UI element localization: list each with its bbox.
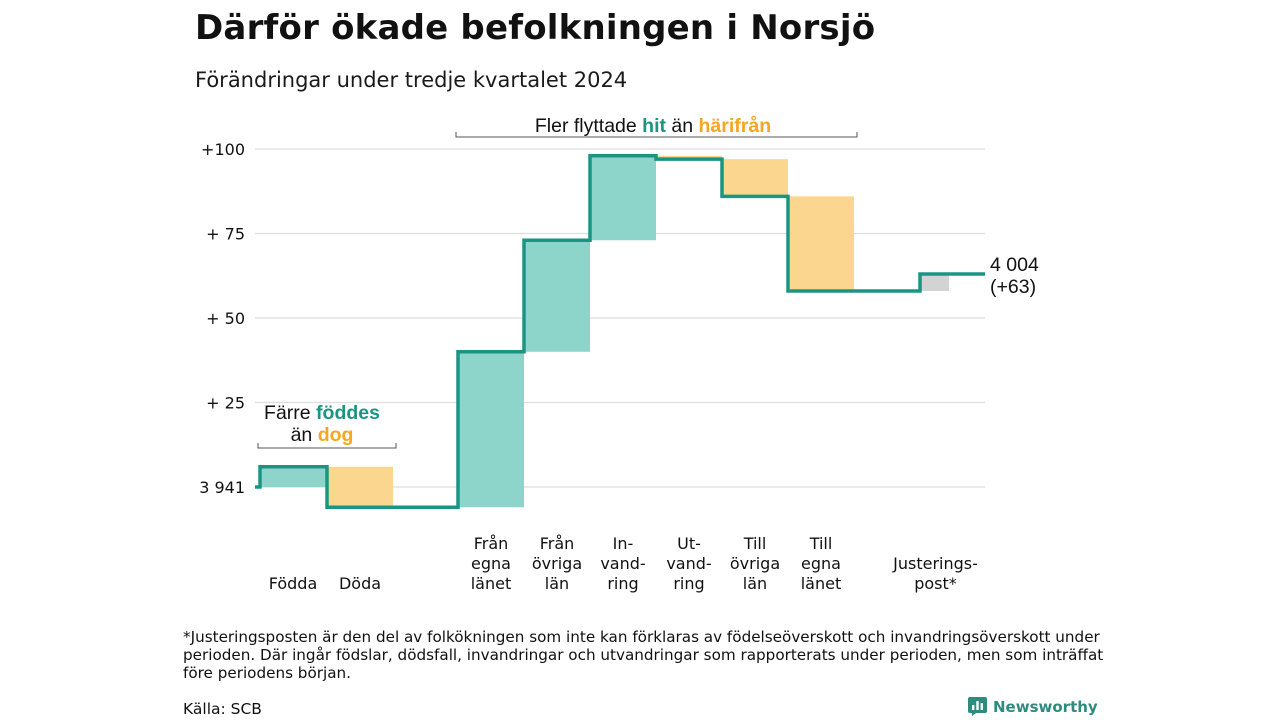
end-value-line: 4 004 (990, 254, 1039, 276)
x-category-label-line: Till (743, 534, 767, 553)
end-value-line: (+63) (990, 276, 1036, 298)
x-category-label-line: egna (471, 554, 511, 573)
x-category-label-line: övriga (532, 554, 582, 573)
running-total-line (255, 154, 985, 510)
bar-chart-logo-icon (968, 697, 987, 716)
x-category-label-line: Till (809, 534, 833, 553)
x-category-label-line: In- (613, 534, 634, 553)
x-category-label-line: Ut- (677, 534, 701, 553)
x-category-label: Ut-vand-ring (666, 534, 711, 593)
migration-annotation: Fler flyttade hit än härifrån (535, 114, 771, 137)
migration-annotation-part: Fler flyttade (535, 115, 642, 137)
x-category-label-line: Justerings- (892, 554, 978, 573)
x-category-label-line: Döda (339, 574, 381, 593)
births-annotation-part: Färre (264, 402, 316, 424)
x-category-label-line: Från (474, 534, 509, 553)
x-category-label-line: ring (673, 574, 704, 593)
footnote: *Justeringsposten är den del av folkökni… (183, 628, 1104, 682)
migration-annotation-part: hit (642, 115, 666, 137)
x-category-label-line: vand- (666, 554, 711, 573)
x-category-label-line: egna (801, 554, 841, 573)
x-category-label-line: Från (540, 534, 575, 553)
chart-title: Därför ökade befolkningen i Norsjö (195, 8, 876, 48)
end-value-text: 4 004 (+63) (990, 254, 1039, 298)
x-category-label: Döda (339, 574, 381, 593)
running-total-path (255, 154, 985, 510)
waterfall-bar (260, 466, 326, 487)
x-category-label-line: länet (471, 574, 512, 593)
migration-bracket (455, 132, 858, 138)
y-tick-label: + 75 (206, 225, 245, 244)
y-tick-label: + 25 (206, 394, 245, 413)
x-category-label-line: län (743, 574, 767, 593)
y-tick-label: +100 (201, 140, 245, 159)
end-value-label: 4 004 (+63) (990, 254, 1039, 298)
x-category-label-line: övriga (730, 554, 780, 573)
waterfall-bar (788, 196, 854, 291)
logo-text: Newsworthy (993, 697, 1098, 716)
x-category-label-line: ring (607, 574, 638, 593)
births-annotation: Färre föddes än dog (264, 402, 380, 446)
x-category-label: Födda (269, 574, 318, 593)
annotations: Fler flyttade hit än härifrån Färre födde… (257, 114, 858, 449)
births-annotation-part: föddes (316, 402, 380, 424)
x-category-label-line: Födda (269, 574, 318, 593)
waterfall-bars (260, 155, 949, 508)
waterfall-bar (458, 351, 524, 508)
x-category-label: Till egna länet (801, 534, 842, 593)
births-annotation-part: än (291, 424, 318, 446)
x-category-label-line: vand- (600, 554, 645, 573)
x-category-label: Justerings-post* (892, 554, 978, 593)
x-category-label-line: post* (914, 574, 957, 593)
x-category-label: In-vand-ring (600, 534, 645, 593)
x-category-label-line: länet (801, 574, 842, 593)
y-tick-label: + 50 (206, 309, 245, 328)
newsworthy-logo: Newsworthy (968, 697, 1098, 716)
x-category-label: Från egna länet (471, 534, 512, 593)
x-category-label: Till övriga län (730, 534, 780, 593)
waterfall-bar (327, 466, 393, 508)
migration-annotation-part: härifrån (699, 114, 772, 137)
waterfall-bar (920, 274, 949, 291)
source-note: Källa: SCB (183, 700, 262, 718)
migration-annotation-part: än (666, 115, 699, 137)
births-bracket (257, 443, 397, 449)
y-tick-label: 3 941 (199, 478, 245, 497)
chart-subtitle: Förändringar under tredje kvartalet 2024 (195, 68, 628, 92)
x-category-label: Från övriga län (532, 534, 582, 593)
x-category-label-line: län (545, 574, 569, 593)
waterfall-bar (722, 159, 788, 197)
births-annotation-part: dog (318, 424, 354, 446)
waterfall-bar (590, 155, 656, 241)
waterfall-bar (524, 240, 590, 352)
y-axis-ticks: 3 941 + 25 + 50 + 75 +100 (199, 140, 245, 497)
